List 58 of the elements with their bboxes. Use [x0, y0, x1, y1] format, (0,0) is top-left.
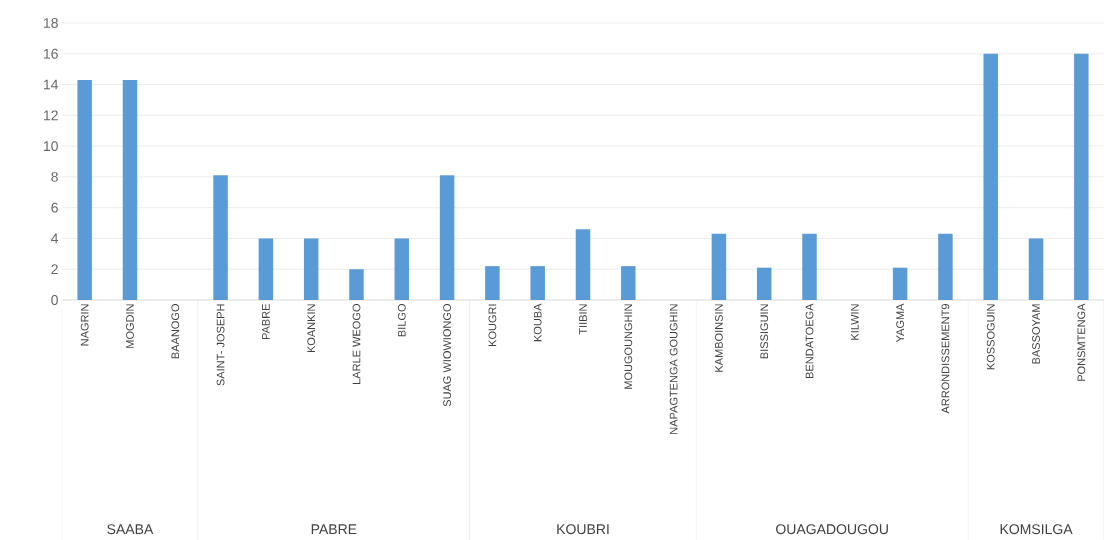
x-tick-label: SAINT- JOSEPH — [216, 304, 225, 386]
bar — [485, 266, 500, 300]
bar — [213, 175, 228, 300]
x-tick-label: ARRONDISSEMENT9 — [941, 304, 950, 414]
bar — [756, 267, 772, 300]
text: SAABA — [107, 524, 154, 535]
y-tick-label: 0 — [51, 295, 58, 305]
x-tick-label: NAGRIN — [80, 304, 89, 346]
bar — [77, 79, 92, 300]
bar — [349, 269, 364, 300]
bar — [621, 266, 636, 300]
x-tick-label: BAANOGO — [171, 304, 180, 359]
x-tick-label: BENDATOEGA — [805, 303, 814, 378]
text: KOMSILGA — [1000, 524, 1073, 535]
bar — [122, 79, 138, 300]
bar — [1074, 53, 1089, 300]
x-tick-label: KOSSOGUIN — [986, 304, 995, 370]
bar — [802, 233, 817, 300]
y-tick-label: 10 — [43, 141, 58, 152]
y-tick-label: 16 — [43, 48, 58, 59]
y-tick-label: 18 — [43, 18, 58, 28]
bar — [575, 229, 591, 300]
y-tick-label: 14 — [43, 79, 59, 90]
x-tick-label: PABRE — [262, 304, 270, 340]
y-tick-label: 8 — [51, 171, 58, 182]
x-tick-label: KOUGRI — [488, 304, 497, 347]
x-tick-label: KAMBOINSIN — [715, 304, 723, 372]
y-tick-label: 12 — [43, 110, 58, 121]
x-tick-label: PONSMTENGA — [1077, 303, 1086, 381]
x-tick-label: BILGO — [397, 304, 406, 337]
bar — [258, 238, 274, 300]
bar — [711, 233, 727, 300]
bar — [439, 175, 455, 300]
x-tick-label: MOGDIN — [126, 304, 134, 348]
x-tick-label: SUAG WIOWIONGO — [443, 304, 451, 407]
x-tick-label: BASSOYAM — [1032, 304, 1040, 364]
bar — [1028, 238, 1044, 300]
bar — [394, 238, 410, 300]
x-tick-label: MOUGOUNGHIN — [624, 304, 633, 389]
bar — [938, 233, 953, 300]
y-tick-label: 2 — [51, 264, 58, 275]
text: KOUBRI — [557, 524, 609, 535]
x-tick-label: YAGMA — [896, 303, 905, 343]
x-tick-label: KOUBA — [533, 303, 542, 342]
x-tick-label: TIIBIN — [579, 304, 587, 335]
bar — [892, 267, 908, 300]
bar — [303, 238, 319, 300]
x-tick-label: BISSIGUIN — [760, 304, 769, 359]
x-tick-label: NAPAGTENGA GOUGHIN — [669, 304, 678, 434]
text: OUAGADOUGOU — [776, 524, 888, 535]
y-tick-label: 4 — [51, 233, 59, 244]
x-tick-label: KILWIN — [851, 304, 859, 340]
bar — [530, 266, 545, 300]
x-tick-label: LARLE WEOGO — [352, 304, 361, 384]
y-tick-label: 6 — [51, 202, 58, 213]
text: PABRE — [311, 524, 357, 534]
bar — [983, 53, 998, 300]
x-tick-label: KOANKIN — [307, 304, 316, 353]
